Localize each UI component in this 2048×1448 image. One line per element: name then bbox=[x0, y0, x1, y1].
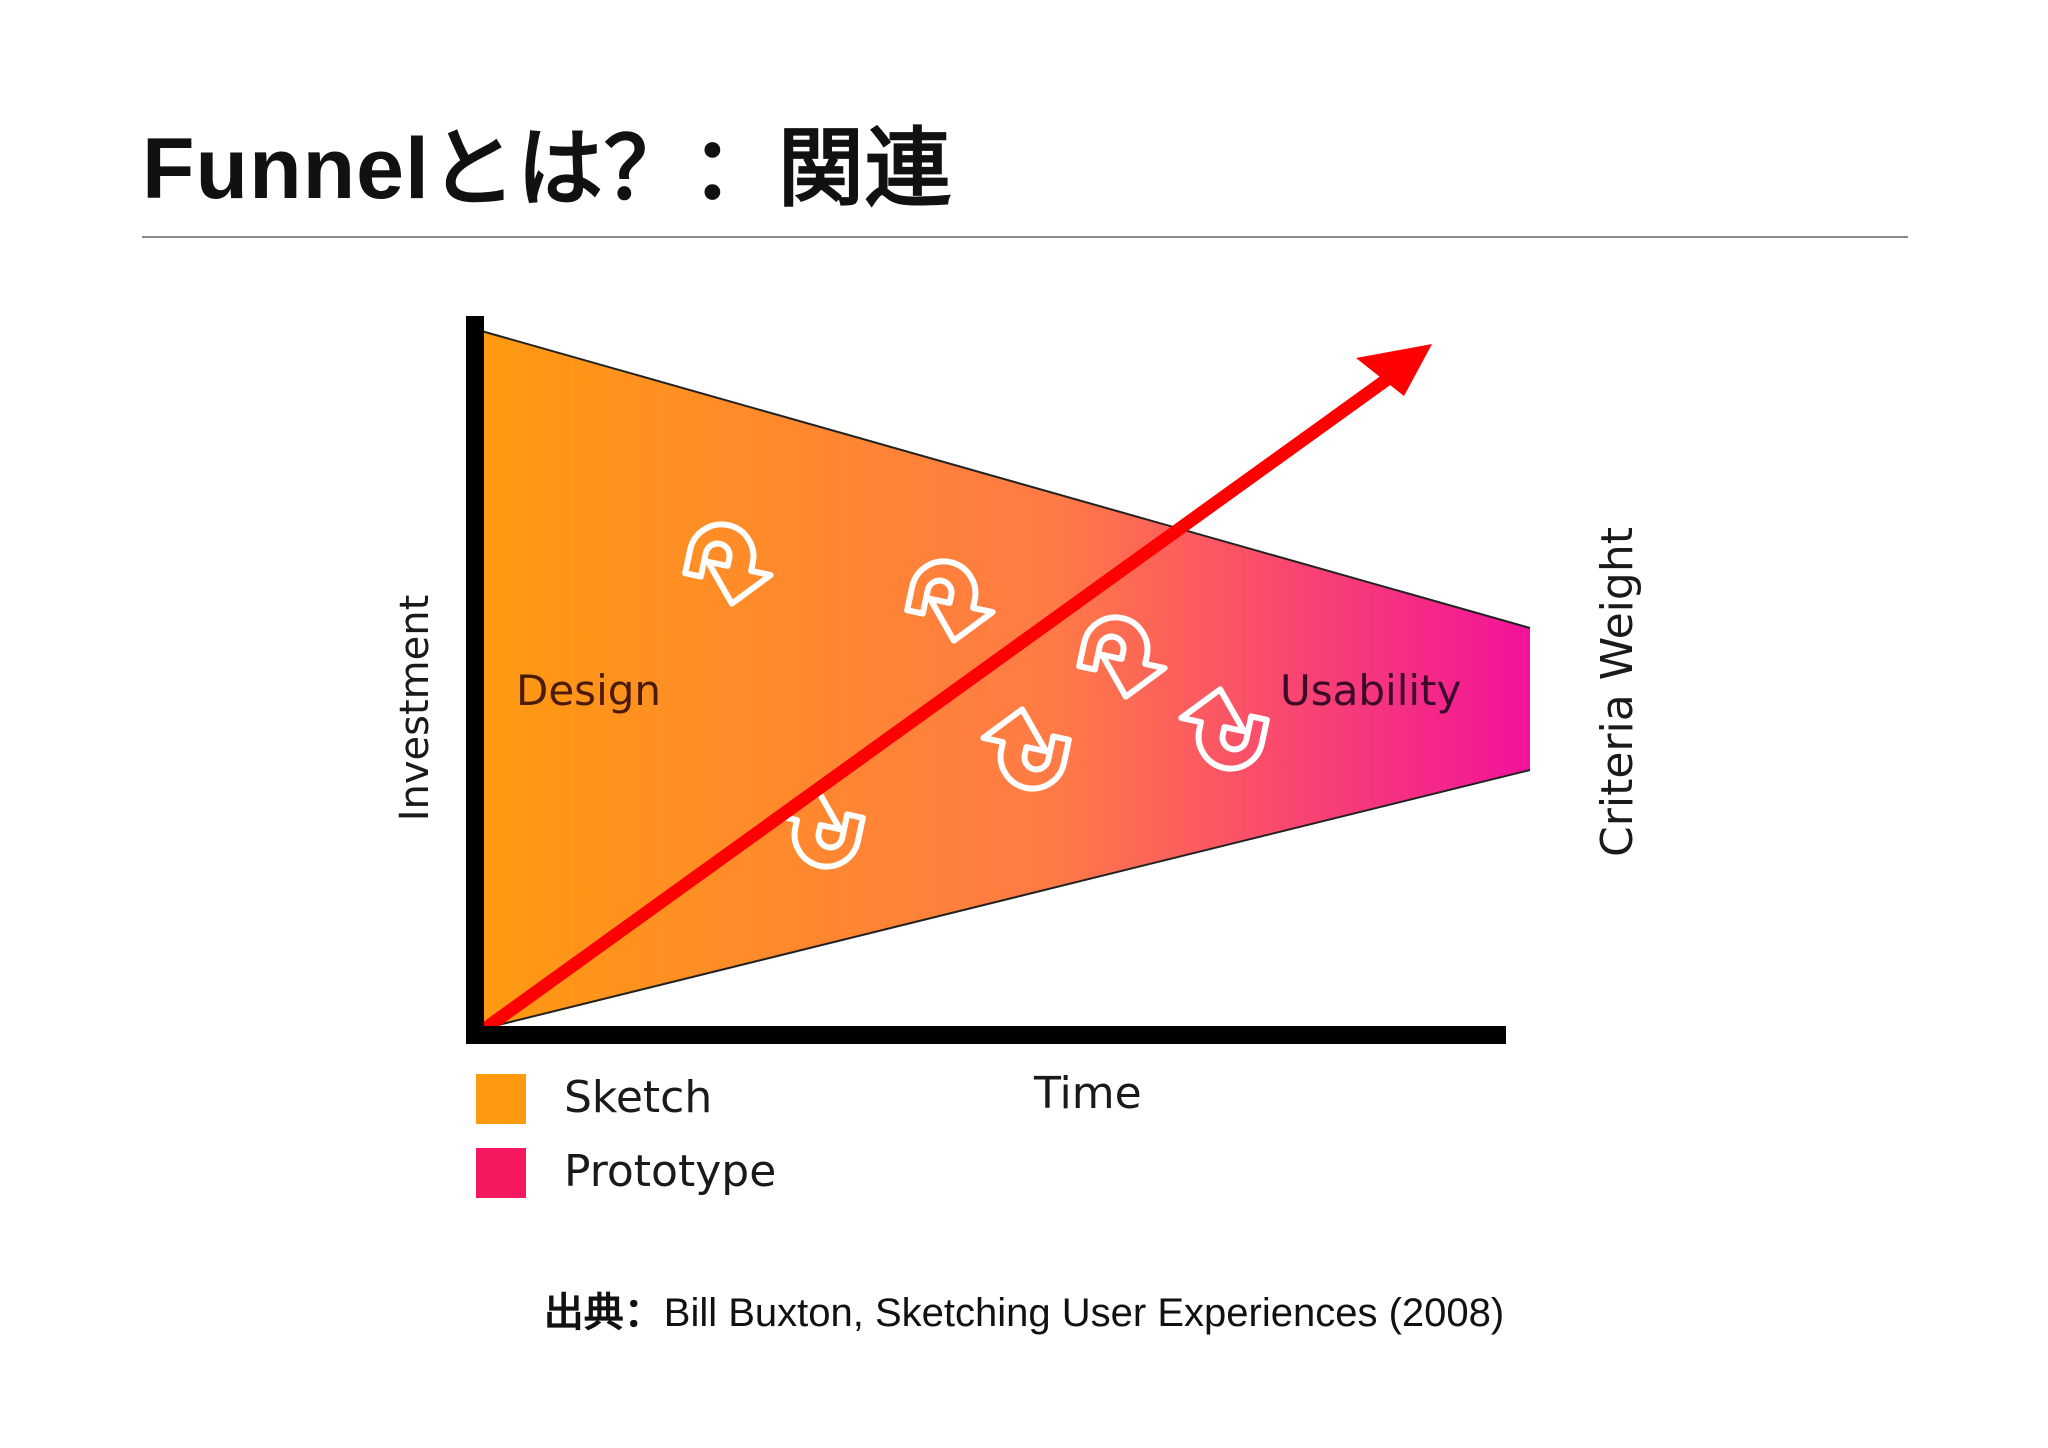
design-label: Design bbox=[516, 666, 661, 715]
source-text: Bill Buxton, Sketching User Experiences … bbox=[663, 1291, 1505, 1335]
source-label: 出典： bbox=[543, 1291, 664, 1335]
legend-swatch-sketch bbox=[476, 1074, 526, 1124]
title-divider bbox=[142, 236, 1908, 238]
page-title: Funnelとは？：関連 bbox=[142, 121, 952, 217]
legend-swatch-prototype bbox=[476, 1148, 526, 1198]
legend-label-prototype: Prototype bbox=[564, 1146, 776, 1197]
y-axis bbox=[466, 316, 484, 1042]
legend-label-sketch: Sketch bbox=[564, 1072, 712, 1123]
usability-label: Usability bbox=[1280, 666, 1461, 715]
funnel-bottom-edge bbox=[477, 769, 1531, 1031]
time-label: Time bbox=[1033, 1068, 1142, 1119]
criteria-weight-label: Criteria Weight bbox=[1592, 527, 1643, 857]
trend-arrow-head bbox=[1356, 344, 1432, 396]
funnel-top-edge bbox=[477, 329, 1531, 629]
funnel-shape bbox=[478, 330, 1530, 1030]
source-citation: 出典：Bill Buxton, Sketching User Experienc… bbox=[0, 1280, 2048, 1338]
x-axis bbox=[466, 1026, 1506, 1044]
trend-arrow-shaft bbox=[479, 363, 1407, 1035]
investment-label: Investment bbox=[392, 595, 438, 822]
